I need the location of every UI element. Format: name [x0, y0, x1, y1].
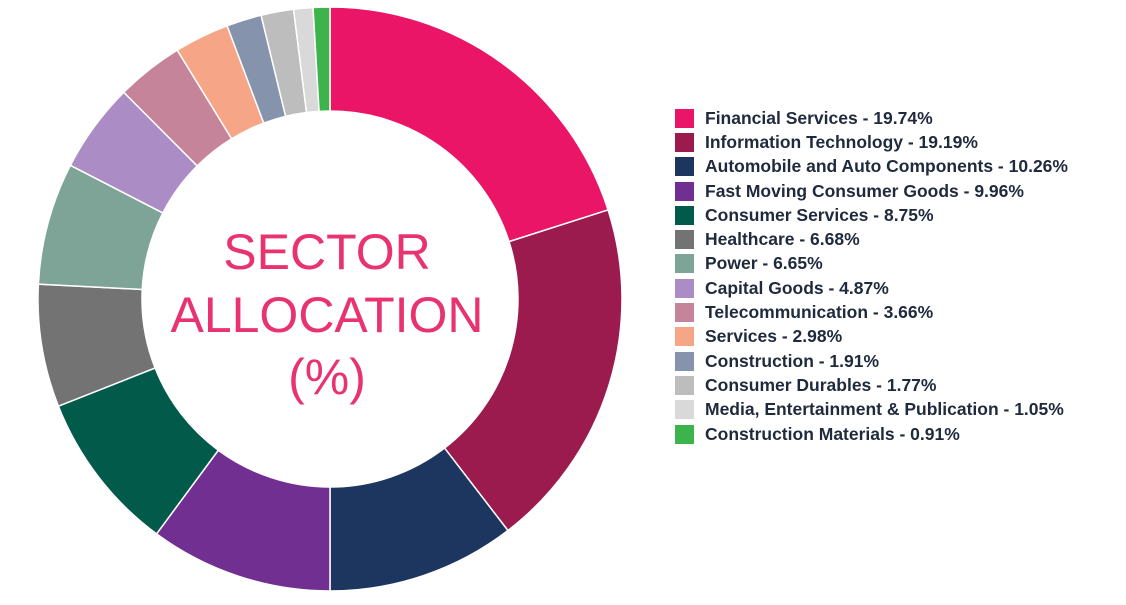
legend-item-services: Services - 2.98% — [675, 325, 1115, 349]
legend-swatch — [675, 108, 694, 128]
chart-title: SECTOR ALLOCATION (%) — [170, 224, 483, 405]
legend-swatch — [675, 424, 694, 444]
legend-item-consumer-durables: Consumer Durables - 1.77% — [675, 373, 1115, 397]
legend-label: Financial Services - 19.74% — [705, 107, 933, 128]
legend-item-construction-materials: Construction Materials - 0.91% — [675, 422, 1115, 446]
legend-label: Construction - 1.91% — [705, 350, 880, 371]
legend-item-power: Power - 6.65% — [675, 252, 1115, 276]
legend-item-healthcare: Healthcare - 6.68% — [675, 227, 1115, 251]
legend-swatch — [675, 375, 694, 395]
legend: Financial Services - 19.74% Information T… — [675, 106, 1115, 446]
legend-item-information-technology: Information Technology - 19.19% — [675, 130, 1115, 154]
legend-swatch — [675, 230, 694, 250]
legend-label: Capital Goods - 4.87% — [705, 277, 889, 298]
legend-label: Media, Entertainment & Publication - 1.0… — [705, 399, 1064, 420]
legend-swatch — [675, 400, 694, 420]
legend-item-telecommunication: Telecommunication - 3.66% — [675, 300, 1115, 324]
legend-item-financial-services: Financial Services - 19.74% — [675, 106, 1115, 130]
chart-title-line-1: SECTOR — [223, 224, 430, 280]
slice-financial-services — [329, 6, 610, 243]
legend-swatch — [675, 205, 694, 225]
legend-label: Power - 6.65% — [705, 253, 823, 274]
legend-item-automobile-and-auto-components: Automobile and Auto Components - 10.26% — [675, 155, 1115, 179]
chart-title-line-3: (%) — [288, 349, 366, 405]
legend-swatch — [675, 303, 694, 323]
legend-label: Consumer Durables - 1.77% — [705, 374, 937, 395]
legend-label: Fast Moving Consumer Goods - 9.96% — [705, 180, 1024, 201]
legend-swatch — [675, 278, 694, 298]
legend-swatch — [675, 254, 694, 274]
slice-construction-materials — [312, 6, 331, 113]
legend-item-media-entertainment-publication: Media, Entertainment & Publication - 1.0… — [675, 398, 1115, 422]
legend-swatch — [675, 327, 694, 347]
legend-item-fast-moving-consumer-goods: Fast Moving Consumer Goods - 9.96% — [675, 179, 1115, 203]
legend-item-construction: Construction - 1.91% — [675, 349, 1115, 373]
legend-item-consumer-services: Consumer Services - 8.75% — [675, 203, 1115, 227]
legend-label: Information Technology - 19.19% — [705, 131, 978, 152]
legend-label: Services - 2.98% — [705, 326, 843, 347]
legend-label: Construction Materials - 0.91% — [705, 423, 960, 444]
donut-slices — [37, 6, 623, 592]
legend-label: Telecommunication - 3.66% — [705, 302, 934, 323]
legend-item-capital-goods: Capital Goods - 4.87% — [675, 276, 1115, 300]
legend-label: Consumer Services - 8.75% — [705, 204, 934, 225]
legend-swatch — [675, 132, 694, 152]
legend-swatch — [675, 181, 694, 201]
legend-label: Healthcare - 6.68% — [705, 229, 860, 250]
chart-title-line-2: ALLOCATION — [170, 287, 483, 343]
legend-label: Automobile and Auto Components - 10.26% — [705, 156, 1068, 177]
slice-information-technology — [443, 208, 623, 532]
legend-swatch — [675, 157, 694, 177]
legend-swatch — [675, 351, 694, 371]
